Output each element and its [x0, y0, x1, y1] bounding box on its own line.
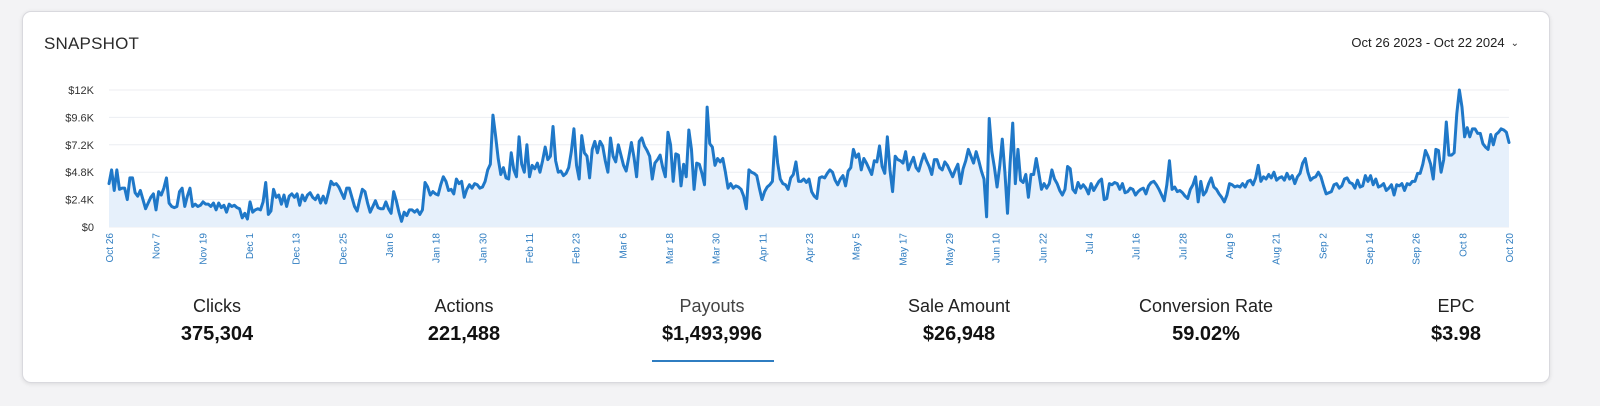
y-tick-label: $2.4K: [65, 195, 94, 207]
x-tick-label: Mar 18: [665, 233, 676, 265]
metric-epc[interactable]: EPC $3.98: [1356, 296, 1556, 346]
metric-clicks[interactable]: Clicks 375,304: [117, 296, 317, 346]
metric-value: 375,304: [180, 323, 254, 345]
y-tick-label: $4.8K: [65, 167, 94, 179]
x-tick-label: Sep 14: [1365, 233, 1376, 265]
snapshot-card: SNAPSHOT Oct 26 2023 - Oct 22 2024 ⌄ $0 $…: [22, 11, 1550, 383]
x-tick-label: Jan 18: [432, 233, 443, 263]
series-area-fill: [109, 90, 1509, 227]
x-tick-label: Dec 1: [245, 233, 256, 260]
y-tick-label: $12K: [68, 85, 94, 97]
x-tick-label: May 17: [898, 233, 909, 266]
metric-label: Sale Amount: [907, 296, 1011, 316]
x-tick-label: Nov 7: [152, 233, 163, 260]
x-tick-label: May 5: [852, 233, 863, 261]
metric-value: $26,948: [922, 323, 996, 345]
y-tick-label: $0: [82, 222, 94, 234]
x-tick-label: Dec 13: [292, 233, 303, 265]
metric-label: EPC: [1437, 296, 1475, 316]
metric-conversion-rate[interactable]: Conversion Rate 59.02%: [1106, 296, 1306, 346]
x-tick-label: Jun 22: [1038, 233, 1049, 263]
x-tick-label: Feb 23: [572, 233, 583, 265]
x-tick-label: Jun 10: [992, 233, 1003, 263]
active-metric-underline: [652, 360, 774, 362]
metric-label: Payouts: [679, 296, 745, 316]
metric-value: 59.02%: [1172, 323, 1240, 345]
x-tick-label: Sep 2: [1318, 233, 1329, 260]
metric-label: Actions: [434, 296, 494, 316]
metric-value: $1,493,996: [661, 323, 763, 345]
series-line: [107, 88, 1511, 223]
x-tick-label: Jan 6: [385, 233, 396, 258]
x-tick-label: Feb 11: [525, 233, 536, 264]
x-tick-label: Aug 9: [1225, 233, 1236, 260]
x-tick-label: Dec 25: [338, 233, 349, 265]
x-tick-label: Oct 26: [105, 233, 116, 263]
x-tick-label: Jul 28: [1178, 233, 1189, 260]
metric-payouts[interactable]: Payouts $1,493,996: [612, 296, 812, 362]
x-tick-label: Nov 19: [198, 233, 209, 265]
card-title: SNAPSHOT: [44, 34, 140, 53]
x-tick-label: Aug 21: [1272, 233, 1283, 265]
metric-value: 221,488: [427, 323, 501, 345]
x-tick-label: Jul 16: [1132, 233, 1143, 260]
metric-actions[interactable]: Actions 221,488: [364, 296, 564, 346]
x-tick-label: Oct 20: [1505, 233, 1516, 263]
date-range-text: Oct 26 2023 - Oct 22 2024: [1351, 35, 1505, 50]
x-tick-label: Sep 26: [1412, 233, 1423, 265]
x-tick-label: May 29: [945, 233, 956, 266]
x-tick-label: Apr 11: [758, 233, 769, 262]
payouts-area-chart: $0 $2.4K $4.8K $7.2K $9.6K $12K Oct 26 Nov 7 Nov…: [65, 85, 1516, 266]
date-range-selector[interactable]: Oct 26 2023 - Oct 22 2024 ⌄: [1351, 35, 1519, 50]
metric-value: $3.98: [1430, 323, 1482, 345]
metric-label: Conversion Rate: [1138, 296, 1274, 316]
x-tick-label: Mar 30: [712, 233, 723, 265]
x-tick-label: Apr 23: [805, 233, 816, 263]
x-tick-label: Jul 4: [1085, 233, 1096, 255]
x-tick-label: Mar 6: [618, 233, 629, 259]
x-tick-label: Jan 30: [478, 233, 489, 263]
y-tick-label: $7.2K: [65, 140, 94, 152]
y-tick-label: $9.6K: [65, 112, 94, 124]
metric-label: Clicks: [193, 296, 241, 316]
metrics-row: Clicks 375,304 Actions 221,488 Payouts $…: [73, 296, 1525, 366]
x-tick-label: Oct 8: [1458, 233, 1469, 257]
chevron-down-icon: ⌄: [1510, 37, 1519, 49]
metric-sale-amount[interactable]: Sale Amount $26,948: [859, 296, 1059, 346]
